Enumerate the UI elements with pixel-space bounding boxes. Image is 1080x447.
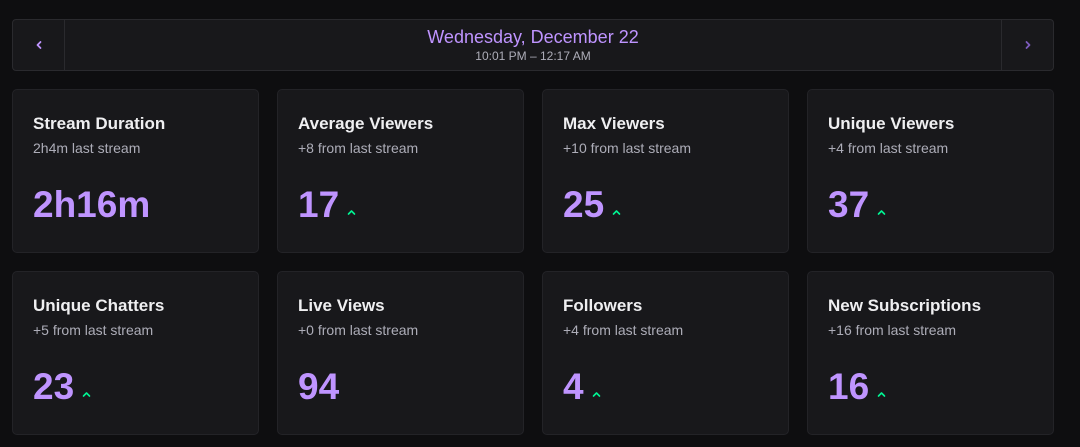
stat-card-live-views: Live Views +0 from last stream 94: [277, 271, 524, 435]
stat-title: Unique Viewers: [828, 114, 955, 133]
stat-value: 2h16m: [33, 184, 151, 225]
stat-card-average-viewers: Average Viewers +8 from last stream 17: [277, 89, 524, 253]
stat-value: 4: [563, 366, 584, 407]
stat-title: Max Viewers: [563, 114, 665, 133]
stat-value: 37: [828, 184, 870, 225]
stat-comparison: +4 from last stream: [828, 140, 949, 156]
stream-time-range: 10:01 PM – 12:17 AM: [475, 48, 591, 63]
stat-card-stream-duration: Stream Duration 2h4m last stream 2h16m: [12, 89, 259, 253]
previous-stream-button[interactable]: [13, 20, 65, 70]
stat-comparison: +5 from last stream: [33, 322, 154, 338]
trend-up-icon: [347, 210, 356, 215]
next-stream-button[interactable]: [1001, 20, 1053, 70]
stat-card-max-viewers: Max Viewers +10 from last stream 25: [542, 89, 789, 253]
stat-card-new-subscriptions: New Subscriptions +16 from last stream 1…: [807, 271, 1054, 435]
stats-grid: Stream Duration 2h4m last stream 2h16m A…: [12, 89, 1054, 435]
chevron-left-icon: [36, 41, 41, 49]
stream-date-display: Wednesday, December 22 10:01 PM – 12:17 …: [65, 20, 1001, 70]
stat-title: Live Views: [298, 296, 385, 315]
stream-date: Wednesday, December 22: [427, 27, 639, 48]
stat-value: 94: [298, 366, 340, 407]
stat-comparison: +10 from last stream: [563, 140, 691, 156]
stat-comparison: +8 from last stream: [298, 140, 419, 156]
stat-title: New Subscriptions: [828, 296, 982, 315]
stat-card-unique-chatters: Unique Chatters +5 from last stream 23: [12, 271, 259, 435]
trend-up-icon: [82, 392, 91, 397]
stat-title: Average Viewers: [298, 114, 434, 133]
trend-up-icon: [612, 210, 621, 215]
stat-value: 23: [33, 366, 75, 407]
stat-comparison: +16 from last stream: [828, 322, 956, 338]
trend-up-icon: [877, 210, 886, 215]
stat-value: 25: [563, 184, 605, 225]
stat-title: Unique Chatters: [33, 296, 165, 315]
stat-value: 16: [828, 366, 870, 407]
stat-card-unique-viewers: Unique Viewers +4 from last stream 37: [807, 89, 1054, 253]
trend-up-icon: [877, 392, 886, 397]
stat-comparison: 2h4m last stream: [33, 140, 141, 156]
stat-title: Followers: [563, 296, 643, 315]
trend-up-icon: [592, 392, 600, 397]
stat-comparison: +4 from last stream: [563, 322, 684, 338]
stat-comparison: +0 from last stream: [298, 322, 419, 338]
stat-card-followers: Followers +4 from last stream 4: [542, 271, 789, 435]
stat-title: Stream Duration: [33, 114, 166, 133]
chevron-right-icon: [1025, 41, 1030, 49]
stat-value: 17: [298, 184, 340, 225]
stream-date-navigator: Wednesday, December 22 10:01 PM – 12:17 …: [12, 19, 1054, 71]
